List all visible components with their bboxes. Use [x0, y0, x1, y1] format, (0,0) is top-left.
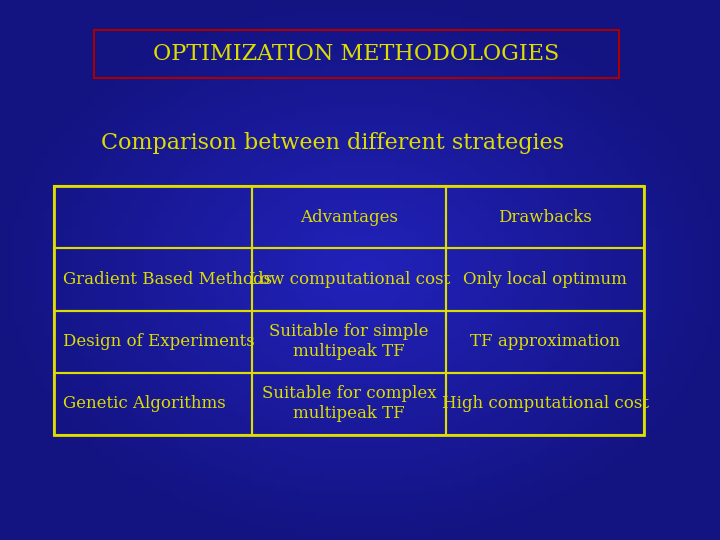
- Text: TF approximation: TF approximation: [470, 333, 621, 350]
- Bar: [446, 248, 644, 310]
- Text: High computational cost: High computational cost: [442, 395, 649, 412]
- Text: Drawbacks: Drawbacks: [498, 209, 593, 226]
- Bar: [252, 248, 446, 310]
- Text: Genetic Algorithms: Genetic Algorithms: [63, 395, 225, 412]
- Text: Comparison between different strategies: Comparison between different strategies: [101, 132, 564, 154]
- Bar: [54, 373, 252, 435]
- Bar: [446, 373, 644, 435]
- Text: Low computational cost: Low computational cost: [248, 271, 450, 288]
- Text: Advantages: Advantages: [300, 209, 398, 226]
- Bar: [54, 248, 252, 310]
- Text: Only local optimum: Only local optimum: [464, 271, 627, 288]
- Bar: [252, 186, 446, 248]
- Text: Design of Experiments: Design of Experiments: [63, 333, 254, 350]
- Text: Suitable for complex
multipeak TF: Suitable for complex multipeak TF: [262, 386, 436, 422]
- Text: OPTIMIZATION METHODOLOGIES: OPTIMIZATION METHODOLOGIES: [153, 43, 559, 65]
- Text: Suitable for simple
multipeak TF: Suitable for simple multipeak TF: [269, 323, 429, 360]
- Bar: [446, 310, 644, 373]
- Text: Gradient Based Methods: Gradient Based Methods: [63, 271, 271, 288]
- Bar: [54, 186, 644, 435]
- Bar: [252, 310, 446, 373]
- Bar: [94, 30, 619, 78]
- Bar: [54, 186, 252, 248]
- Bar: [446, 186, 644, 248]
- Bar: [252, 373, 446, 435]
- Bar: [54, 310, 252, 373]
